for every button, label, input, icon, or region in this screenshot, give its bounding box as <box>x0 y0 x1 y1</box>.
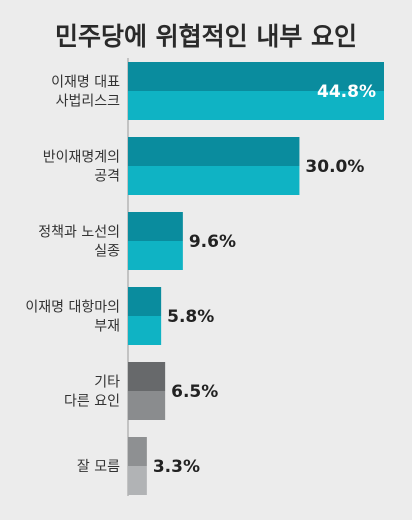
bar-0-bottom <box>128 91 384 120</box>
category-label-5: 잘 모름 <box>77 459 120 475</box>
bar-2-top <box>128 212 183 241</box>
bar-4-bottom <box>128 391 166 420</box>
value-label-5: 3.3% <box>153 457 200 477</box>
bar-3-bottom <box>128 316 162 345</box>
category-label-3-line-0: 이재명 대항마의 <box>25 300 120 316</box>
bar-3-top <box>128 287 162 316</box>
bar-2-bottom <box>128 241 183 270</box>
bar-1-bottom <box>128 166 300 195</box>
bar-5-top <box>128 437 147 466</box>
category-label-5-line-0: 잘 모름 <box>77 459 120 475</box>
category-label-4-line-0: 기타 <box>94 375 120 391</box>
value-label-1: 30.0% <box>305 157 364 177</box>
category-label-1-line-0: 반이재명계의 <box>43 150 120 166</box>
bar-1-top <box>128 137 300 166</box>
value-label-2: 9.6% <box>189 232 236 252</box>
category-label-2-line-0: 정책과 노선의 <box>38 225 120 241</box>
category-label-1-line-1: 공격 <box>94 169 120 185</box>
value-label-3: 5.8% <box>167 307 214 327</box>
category-label-0-line-1: 사법리스크 <box>56 94 121 110</box>
bar-group-5: 잘 모름 3.3% <box>77 437 200 495</box>
chart-title: 민주당에 위협적인 내부 요인 <box>55 22 357 51</box>
category-label-2-line-1: 실종 <box>94 244 120 260</box>
bar-5-bottom <box>128 466 147 495</box>
value-label-4: 6.5% <box>171 382 218 402</box>
bar-0-top <box>128 62 384 91</box>
category-label-3-line-1: 부재 <box>94 319 120 335</box>
bar-4-top <box>128 362 166 391</box>
category-label-4-line-1: 다른 요인 <box>64 394 120 410</box>
category-label-0-line-0: 이재명 대표 <box>51 75 120 91</box>
value-label-0: 44.8% <box>317 82 376 102</box>
